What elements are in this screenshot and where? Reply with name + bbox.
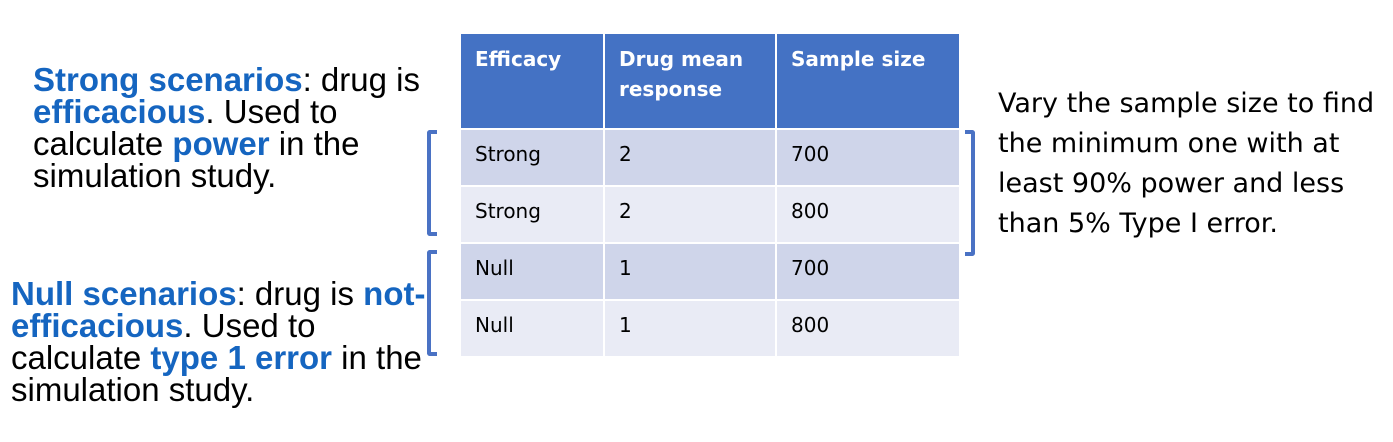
cell-sample-size: 700 — [775, 128, 961, 187]
strong-note-text-2: . Used to calculate — [33, 93, 338, 162]
header-sample-size: Sample size — [775, 32, 961, 130]
null-note-text-1: : drug is — [236, 275, 364, 312]
table-header-row: Efficacy Drug mean response Sample size — [459, 32, 961, 130]
sample-size-note: Vary the sample size to find the minimum… — [998, 88, 1375, 239]
null-note-text-2: . Used to calculate — [11, 307, 316, 376]
cell-efficacy: Strong — [459, 185, 605, 244]
header-drug-mean-response: Drug mean response — [603, 32, 777, 130]
null-rows-bracket — [427, 250, 437, 356]
cell-efficacy: Null — [459, 242, 605, 301]
table-row: Null 1 700 — [459, 242, 961, 301]
strong-scenarios-note: Strong scenarios: drug is efficacious. U… — [33, 61, 433, 194]
cell-sample-size: 700 — [775, 242, 961, 301]
header-efficacy: Efficacy — [459, 32, 605, 130]
cell-drug-mean-response: 1 — [603, 242, 777, 301]
strong-rows-bracket — [427, 130, 437, 236]
power-term: power — [172, 125, 270, 162]
cell-drug-mean-response: 2 — [603, 185, 777, 244]
null-scenarios-term: Null scenarios — [11, 275, 237, 312]
null-note-text-3: in the simulation study. — [11, 339, 422, 408]
strong-note-text-1: : drug is — [302, 61, 420, 98]
cell-efficacy: Null — [459, 299, 605, 358]
cell-drug-mean-response: 2 — [603, 128, 777, 187]
type-1-error-term: type 1 error — [150, 339, 333, 376]
strong-scenarios-term: Strong scenarios — [33, 61, 303, 98]
scenario-table: Efficacy Drug mean response Sample size … — [459, 32, 961, 358]
table-row: Strong 2 800 — [459, 185, 961, 244]
cell-sample-size: 800 — [775, 299, 961, 358]
strong-note-text-3: in the simulation study. — [33, 125, 360, 194]
null-scenarios-note: Null scenarios: drug is not-efficacious.… — [11, 275, 431, 408]
cell-efficacy: Strong — [459, 128, 605, 187]
cell-sample-size: 800 — [775, 185, 961, 244]
cell-drug-mean-response: 1 — [603, 299, 777, 358]
table-row: Strong 2 700 — [459, 128, 961, 187]
efficacious-term: efficacious — [33, 93, 206, 130]
not-efficacious-term: not-efficacious — [11, 275, 426, 344]
table-row: Null 1 800 — [459, 299, 961, 358]
sample-size-bracket — [965, 130, 975, 256]
